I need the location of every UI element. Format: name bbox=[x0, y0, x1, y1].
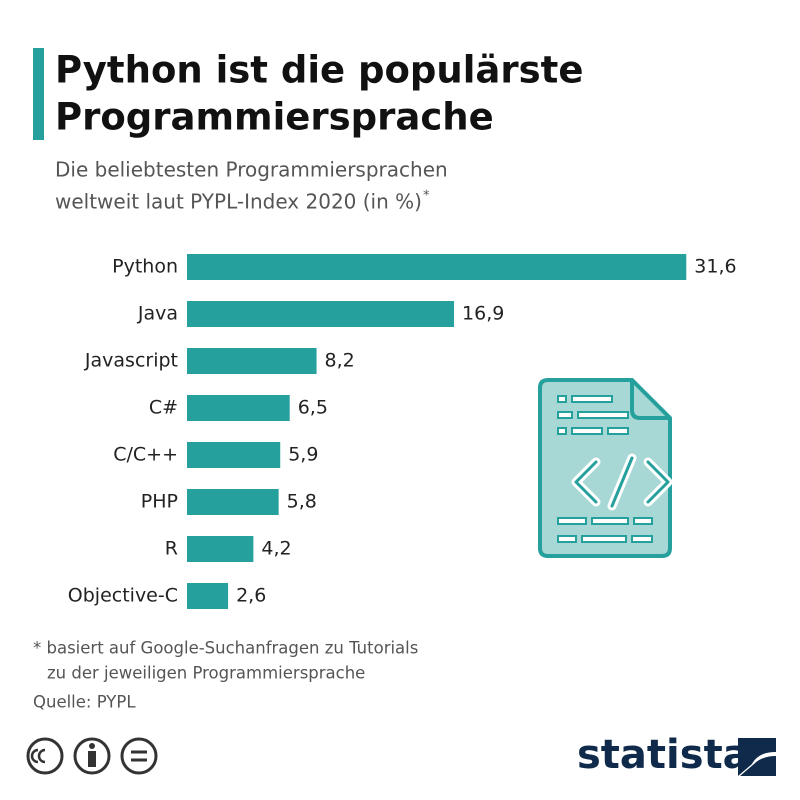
subtitle-line: Die beliebtesten Programmiersprachen bbox=[55, 158, 448, 182]
value-label: 4,2 bbox=[261, 538, 291, 560]
value-label: 6,5 bbox=[298, 397, 328, 419]
bar bbox=[187, 583, 229, 609]
value-label: 31,6 bbox=[694, 256, 736, 278]
category-label: Java bbox=[137, 303, 178, 325]
note-marker: * bbox=[423, 189, 430, 204]
footnote-line: zu der jeweiligen Programmiersprache bbox=[47, 664, 365, 683]
bar bbox=[187, 395, 290, 421]
value-label: 5,9 bbox=[288, 444, 318, 466]
accent-bar bbox=[33, 48, 44, 140]
bar bbox=[187, 442, 281, 468]
category-label: PHP bbox=[141, 491, 178, 513]
category-label: C# bbox=[149, 397, 178, 419]
footnote-line: * basiert auf Google-Suchanfragen zu Tut… bbox=[33, 639, 418, 658]
title-line: Python ist die populärste bbox=[55, 49, 583, 92]
category-label: Javascript bbox=[84, 350, 178, 372]
bar bbox=[187, 254, 687, 280]
bar bbox=[187, 489, 279, 515]
title-line: Programmiersprache bbox=[55, 96, 494, 139]
bar bbox=[187, 348, 317, 374]
value-label: 8,2 bbox=[325, 350, 355, 372]
bar bbox=[187, 301, 455, 327]
category-label: C/C++ bbox=[113, 444, 178, 466]
source: Quelle: PYPL bbox=[33, 693, 136, 712]
subtitle-line: weltweit laut PYPL-Index 2020 (in %) bbox=[55, 190, 422, 214]
value-label: 16,9 bbox=[462, 303, 504, 325]
bar bbox=[187, 536, 254, 562]
brand-logo bbox=[738, 738, 776, 776]
category-label: R bbox=[165, 538, 178, 560]
category-label: Objective-C bbox=[68, 585, 178, 607]
value-label: 2,6 bbox=[236, 585, 266, 607]
category-label: Python bbox=[112, 256, 178, 278]
value-label: 5,8 bbox=[287, 491, 317, 513]
document-icon bbox=[538, 378, 673, 558]
brand: statista bbox=[577, 732, 750, 778]
license-icons bbox=[26, 737, 158, 775]
